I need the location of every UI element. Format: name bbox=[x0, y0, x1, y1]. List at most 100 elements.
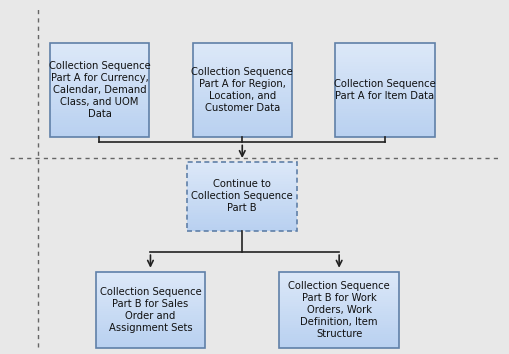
Bar bbox=[279, 302, 399, 304]
Bar bbox=[335, 43, 434, 46]
Bar bbox=[96, 330, 205, 333]
Bar bbox=[192, 102, 291, 104]
Bar bbox=[96, 323, 205, 325]
Bar bbox=[279, 311, 399, 314]
Bar bbox=[96, 317, 205, 319]
Bar bbox=[50, 45, 149, 48]
Bar bbox=[192, 92, 291, 95]
Bar bbox=[96, 287, 205, 289]
Bar bbox=[96, 344, 205, 346]
Bar bbox=[279, 285, 399, 287]
Bar bbox=[187, 224, 297, 226]
Bar bbox=[279, 298, 399, 300]
Bar bbox=[192, 111, 291, 114]
Bar bbox=[96, 326, 205, 329]
Bar bbox=[187, 227, 297, 229]
Bar bbox=[192, 57, 291, 60]
Bar bbox=[279, 329, 399, 331]
Bar bbox=[192, 120, 291, 123]
Bar bbox=[187, 175, 297, 177]
Bar bbox=[279, 326, 399, 329]
Bar bbox=[192, 48, 291, 50]
Bar bbox=[50, 83, 149, 86]
Bar bbox=[50, 97, 149, 100]
Bar bbox=[192, 90, 291, 93]
Bar bbox=[335, 74, 434, 76]
Bar bbox=[187, 194, 297, 196]
Bar bbox=[192, 104, 291, 107]
Bar bbox=[96, 296, 205, 298]
Bar bbox=[96, 332, 205, 335]
Bar bbox=[335, 127, 434, 130]
Bar bbox=[335, 130, 434, 132]
Bar bbox=[279, 321, 399, 323]
Bar bbox=[192, 55, 291, 57]
Bar bbox=[187, 218, 297, 221]
Bar bbox=[187, 184, 297, 186]
Bar bbox=[335, 55, 434, 57]
Bar bbox=[279, 273, 399, 275]
Bar bbox=[335, 118, 434, 121]
Bar bbox=[187, 161, 297, 164]
Bar bbox=[335, 90, 434, 93]
Bar bbox=[187, 174, 297, 176]
Bar bbox=[50, 52, 149, 55]
Bar bbox=[279, 342, 399, 344]
Bar bbox=[96, 283, 205, 285]
Bar bbox=[192, 43, 291, 46]
Bar bbox=[50, 81, 149, 83]
Bar bbox=[50, 104, 149, 107]
Bar bbox=[187, 196, 297, 198]
Bar bbox=[96, 325, 205, 327]
Bar bbox=[192, 59, 291, 62]
Bar bbox=[187, 198, 297, 200]
Bar bbox=[335, 111, 434, 114]
Bar bbox=[96, 271, 205, 274]
Bar bbox=[50, 113, 149, 116]
Bar bbox=[50, 111, 149, 114]
Bar bbox=[192, 45, 291, 48]
Bar bbox=[96, 298, 205, 300]
Bar bbox=[187, 177, 297, 179]
Bar bbox=[192, 116, 291, 118]
Bar bbox=[187, 205, 297, 207]
Bar bbox=[50, 92, 149, 95]
Bar bbox=[187, 188, 297, 189]
Bar bbox=[187, 167, 297, 169]
Bar bbox=[96, 340, 205, 342]
Bar bbox=[192, 99, 291, 102]
Bar bbox=[50, 78, 149, 81]
Bar bbox=[279, 325, 399, 327]
Bar bbox=[50, 69, 149, 72]
Bar bbox=[335, 106, 434, 109]
Bar bbox=[192, 113, 291, 116]
Bar bbox=[187, 186, 297, 188]
Bar bbox=[50, 57, 149, 60]
Bar bbox=[279, 338, 399, 340]
Bar bbox=[335, 87, 434, 90]
Bar bbox=[50, 116, 149, 118]
Bar bbox=[335, 76, 434, 79]
Bar bbox=[192, 69, 291, 72]
Bar bbox=[279, 323, 399, 325]
Bar bbox=[335, 104, 434, 107]
Bar bbox=[279, 279, 399, 281]
Bar bbox=[279, 344, 399, 346]
Bar bbox=[96, 308, 205, 310]
Bar bbox=[279, 308, 399, 310]
Bar bbox=[279, 281, 399, 283]
Bar bbox=[192, 62, 291, 64]
Bar bbox=[96, 315, 205, 317]
Bar bbox=[335, 57, 434, 60]
Bar bbox=[279, 292, 399, 295]
Bar bbox=[335, 102, 434, 104]
Bar bbox=[279, 332, 399, 335]
Bar bbox=[279, 315, 399, 317]
Bar bbox=[187, 169, 297, 171]
Bar bbox=[192, 52, 291, 55]
Bar bbox=[335, 81, 434, 83]
Bar bbox=[187, 181, 297, 183]
Bar bbox=[96, 292, 205, 295]
Bar bbox=[96, 336, 205, 338]
Bar bbox=[50, 55, 149, 57]
